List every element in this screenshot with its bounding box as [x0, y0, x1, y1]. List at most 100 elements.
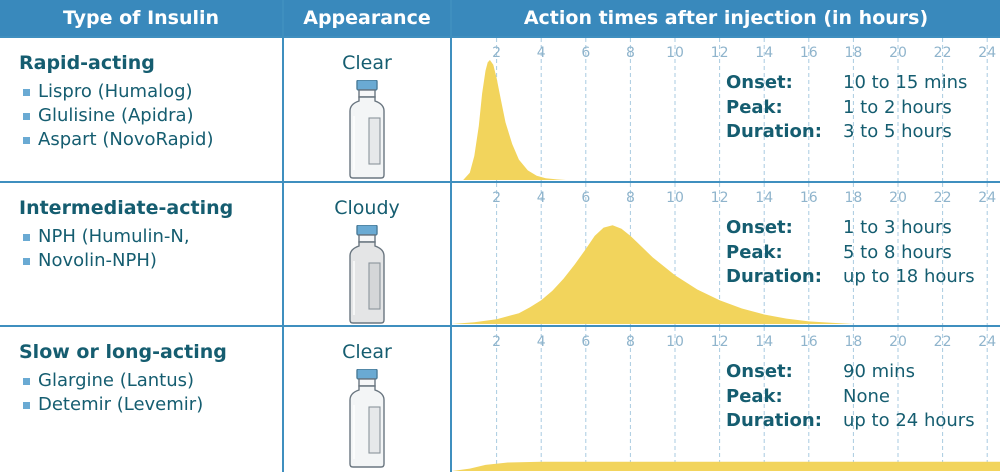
drug-item: Glargine (Lantus) — [23, 369, 203, 393]
vial — [347, 79, 387, 184]
duration-label: Duration: — [726, 410, 822, 431]
type-cell: Intermediate-acting NPH (Humulin-N, Novoli… — [0, 183, 282, 325]
drug-item: NPH (Humulin-N, — [23, 225, 190, 249]
x-tick-label: 24 — [978, 334, 996, 350]
appearance-header-text: Appearance — [303, 7, 431, 29]
x-tick-label: 12 — [711, 334, 729, 350]
action-info: Onset: 90 mins Peak: None Duration: up to 24 … — [726, 360, 975, 434]
insulin-type-name: Slow or long-acting — [19, 341, 227, 363]
appearance-column-header: Appearance — [284, 0, 450, 36]
x-tick-label: 2 — [492, 334, 501, 350]
x-tick-label: 18 — [844, 190, 862, 206]
x-tick-label: 14 — [755, 190, 773, 206]
action-cell: 2 4 6 8 10 12 14 16 18 20 22 24 Onset: 90 mins Peak: No… — [452, 327, 1000, 472]
vial-clear-icon — [349, 79, 385, 179]
appearance-cell: Clear — [284, 327, 450, 472]
x-tick-label: 2 — [492, 190, 501, 206]
x-tick-label: 14 — [755, 334, 773, 350]
x-tick-label: 20 — [889, 45, 907, 61]
x-tick-label: 18 — [844, 45, 862, 61]
peak-row: Peak: 5 to 8 hours — [726, 241, 975, 266]
x-tick-label: 4 — [537, 190, 546, 206]
onset-row: Onset: 10 to 15 mins — [726, 71, 967, 96]
action-cell: 2 4 6 8 10 12 14 16 18 20 22 24 Onset: 1 to 3 hours Pe… — [452, 183, 1000, 325]
insulin-type-name: Intermediate-acting — [19, 197, 234, 219]
onset-label: Onset: — [726, 217, 793, 238]
x-tick-label: 22 — [934, 45, 952, 61]
action-cell: 2 4 6 8 10 12 14 16 18 20 22 24 Onset: 10 to 15 mins P… — [452, 38, 1000, 181]
x-tick-label: 14 — [755, 45, 773, 61]
x-tick-label: 22 — [934, 334, 952, 350]
insulin-type-name: Rapid-acting — [19, 52, 155, 74]
action-header-text: Action times after injection (in hours) — [523, 7, 929, 29]
x-tick-label: 24 — [978, 190, 996, 206]
x-tick-label: 6 — [581, 334, 590, 350]
peak-row: Peak: None — [726, 385, 975, 410]
x-tick-label: 10 — [666, 334, 684, 350]
onset-row: Onset: 90 mins — [726, 360, 975, 385]
vial-cloudy-icon — [349, 224, 385, 324]
x-tick-label: 10 — [666, 190, 684, 206]
drug-item: Detemir (Levemir) — [23, 393, 203, 417]
x-tick-label: 12 — [711, 45, 729, 61]
onset-row: Onset: 1 to 3 hours — [726, 216, 975, 241]
x-tick-label: 16 — [800, 45, 818, 61]
duration-value: 3 to 5 hours — [843, 121, 952, 142]
type-column-header: Type of Insulin — [0, 0, 282, 36]
x-tick-label: 8 — [626, 334, 635, 350]
duration-label: Duration: — [726, 266, 822, 287]
drug-item: Novolin-NPH) — [23, 249, 190, 273]
action-curve-rapid-acting — [463, 60, 566, 180]
appearance-cell: Cloudy — [284, 183, 450, 325]
type-cell: Rapid-acting Lispro (Humalog) Glulisine (A… — [0, 38, 282, 181]
duration-label: Duration: — [726, 121, 822, 142]
onset-value: 1 to 3 hours — [843, 217, 952, 238]
drug-list: Lispro (Humalog) Glulisine (Apidra) Aspart… — [23, 80, 214, 152]
peak-row: Peak: 1 to 2 hours — [726, 96, 967, 121]
onset-value: 10 to 15 mins — [843, 72, 968, 93]
type-cell: Slow or long-acting Glargine (Lantus) Dete… — [0, 327, 282, 472]
x-tick-label: 22 — [934, 190, 952, 206]
appearance-label: Clear — [342, 341, 392, 363]
action-curve-intermediate-acting — [452, 225, 854, 324]
x-tick-label: 24 — [978, 45, 996, 61]
vial — [347, 224, 387, 329]
duration-value: up to 24 hours — [843, 410, 975, 431]
type-header-text: Type of Insulin — [62, 7, 220, 29]
x-tick-label: 12 — [711, 190, 729, 206]
peak-label: Peak: — [726, 385, 783, 407]
action-time-chart: 2 4 6 8 10 12 14 16 18 20 22 24 — [452, 183, 996, 325]
x-tick-label: 10 — [666, 45, 684, 61]
action-info: Onset: 10 to 15 mins Peak: 1 to 2 hours Dura… — [726, 71, 967, 145]
duration-row: Duration: up to 18 hours — [726, 265, 975, 290]
action-curve-slow-or-long-acting — [452, 461, 1000, 471]
vial — [347, 368, 387, 473]
x-tick-label: 16 — [800, 190, 818, 206]
appearance-label: Cloudy — [334, 197, 400, 219]
onset-label: Onset: — [726, 72, 793, 93]
x-tick-label: 6 — [581, 45, 590, 61]
drug-item: Glulisine (Apidra) — [23, 104, 214, 128]
peak-value: None — [843, 385, 890, 407]
duration-row: Duration: 3 to 5 hours — [726, 120, 967, 145]
drug-list: NPH (Humulin-N, Novolin-NPH) — [23, 225, 190, 273]
peak-label: Peak: — [726, 96, 783, 118]
peak-value: 5 to 8 hours — [843, 241, 952, 263]
onset-value: 90 mins — [843, 361, 915, 382]
x-tick-label: 4 — [537, 45, 546, 61]
x-tick-label: 8 — [626, 45, 635, 61]
x-tick-label: 16 — [800, 334, 818, 350]
drug-item: Lispro (Humalog) — [23, 80, 214, 104]
appearance-label: Clear — [342, 52, 392, 74]
action-column-header: Action times after injection (in hours) — [452, 0, 1000, 36]
x-tick-label: 20 — [889, 190, 907, 206]
drug-list: Glargine (Lantus) Detemir (Levemir) — [23, 369, 203, 417]
x-tick-label: 2 — [492, 45, 501, 61]
onset-label: Onset: — [726, 361, 793, 382]
action-time-chart: 2 4 6 8 10 12 14 16 18 20 22 24 — [463, 38, 996, 181]
peak-label: Peak: — [726, 241, 783, 263]
duration-value: up to 18 hours — [843, 266, 975, 287]
x-tick-label: 18 — [844, 334, 862, 350]
x-tick-label: 4 — [537, 334, 546, 350]
